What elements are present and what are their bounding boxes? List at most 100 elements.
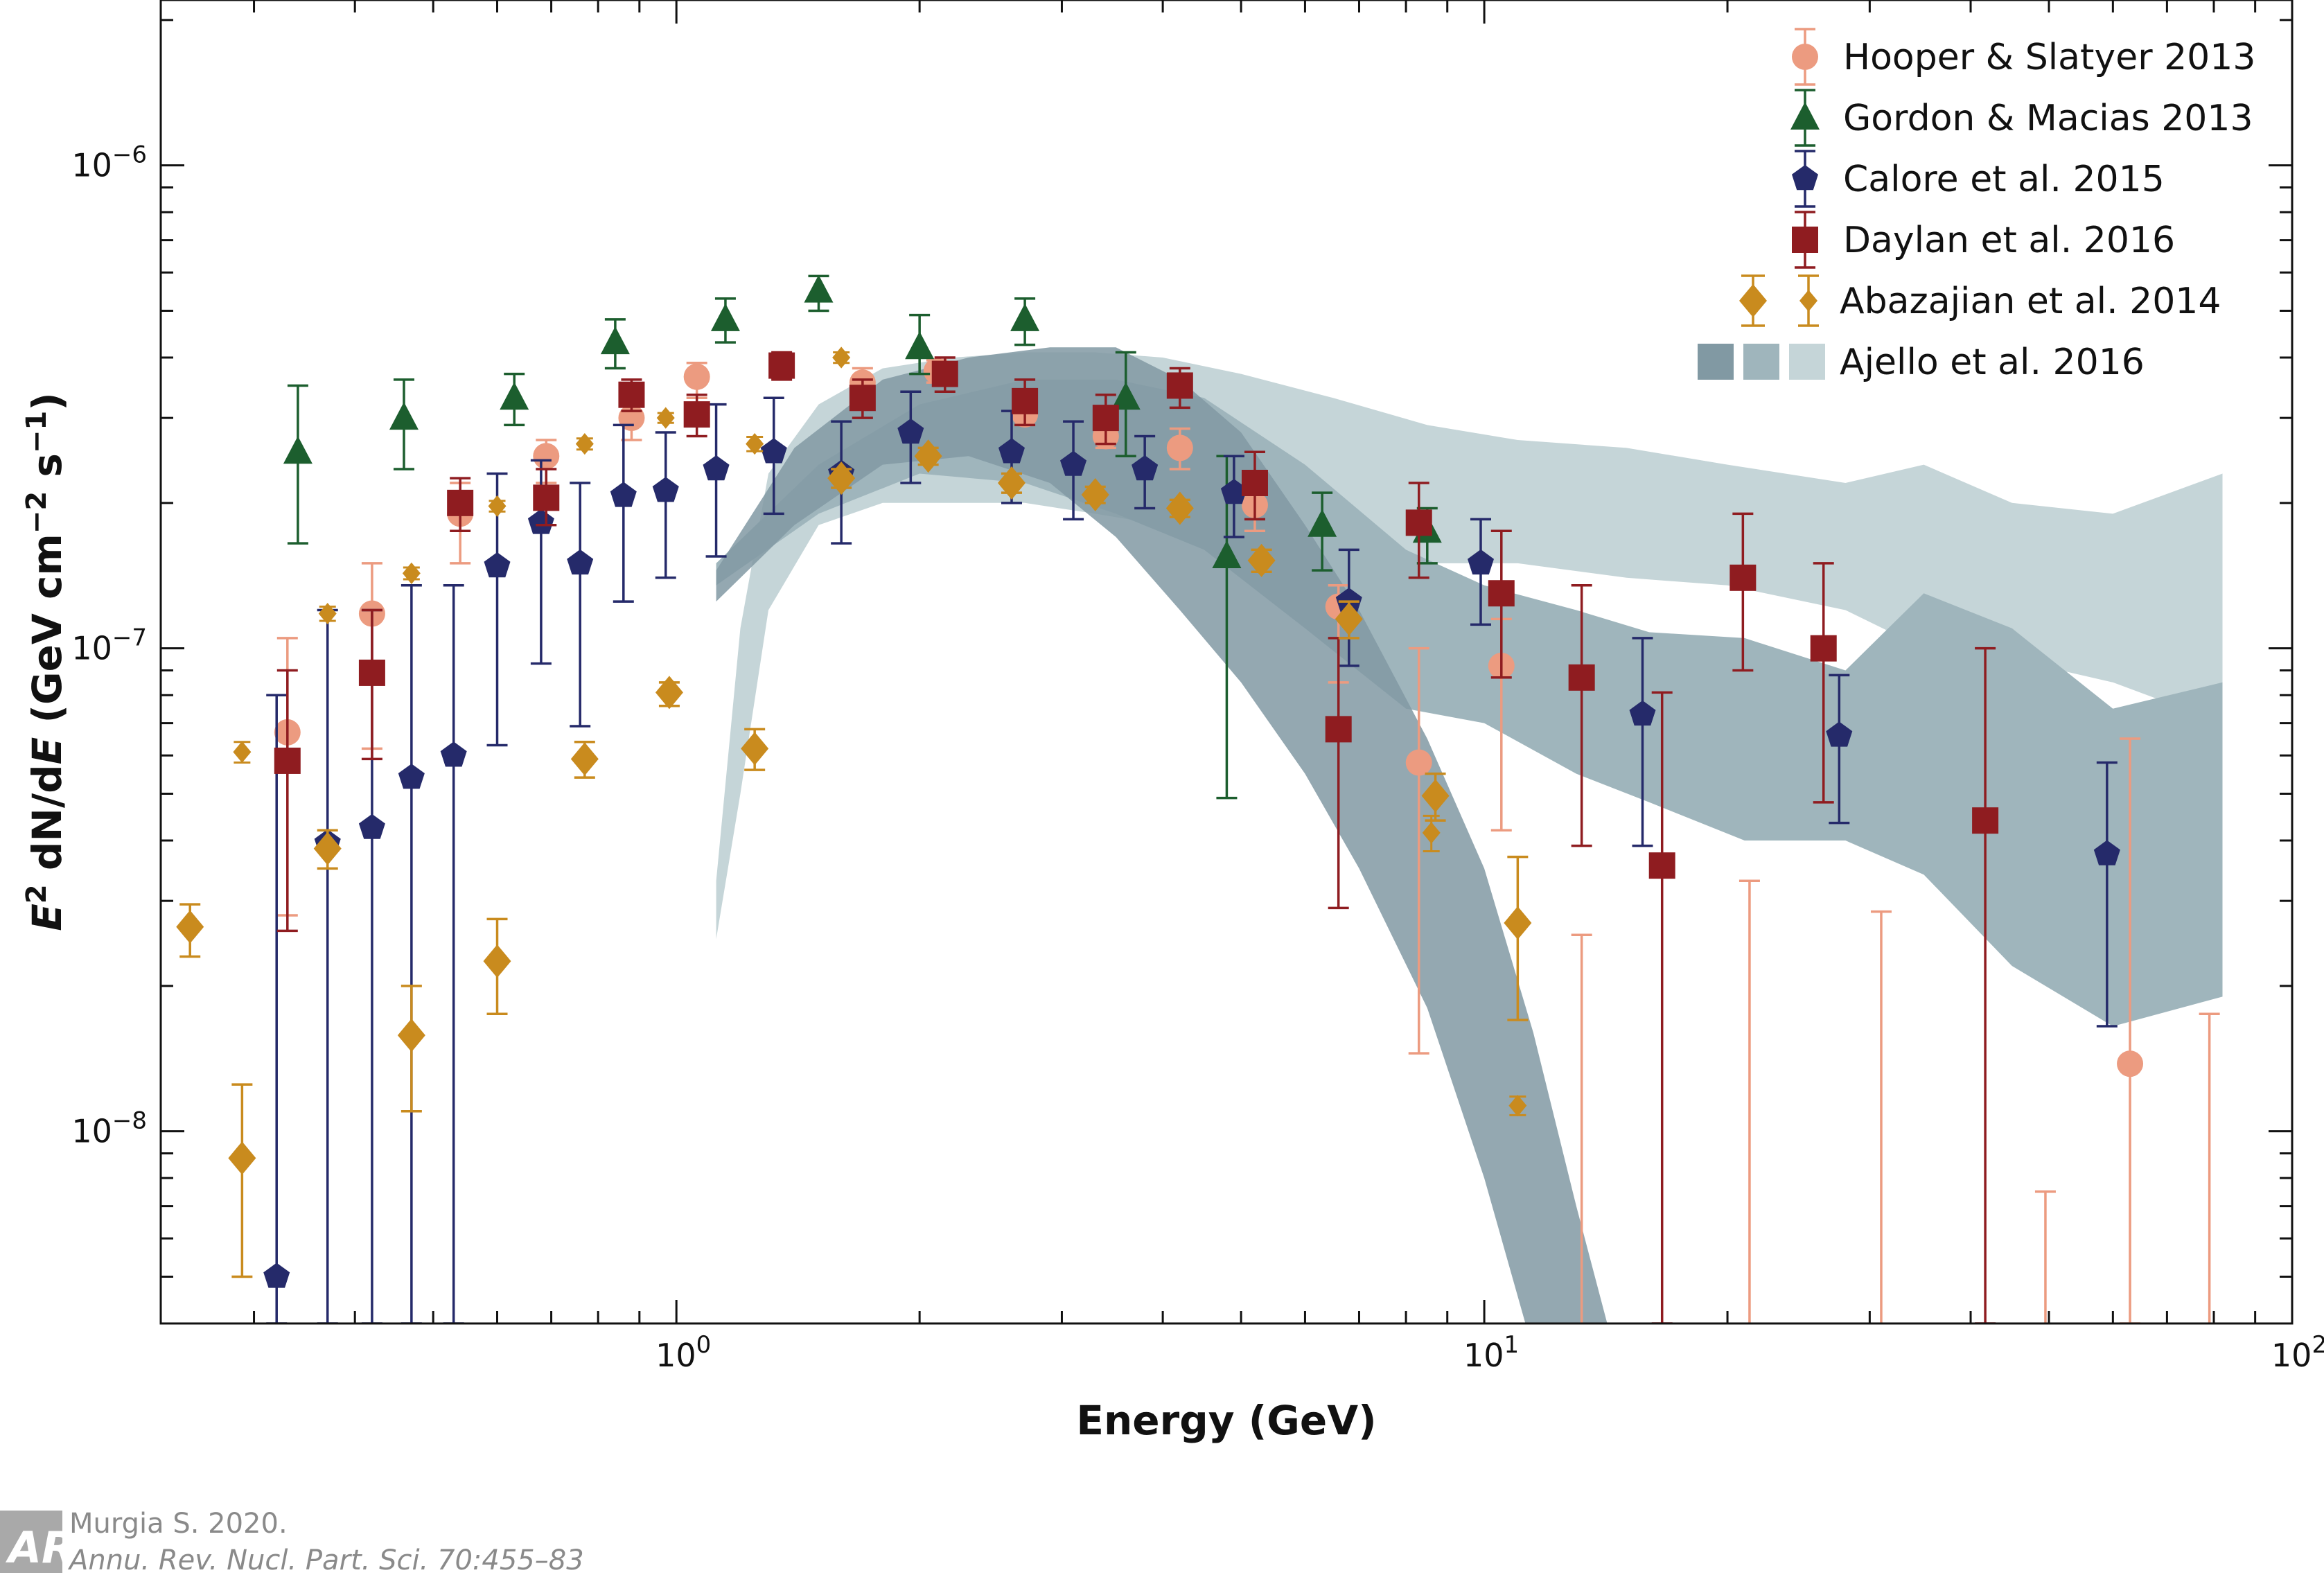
series-gordon-macias-2013 xyxy=(283,274,1442,800)
data-point xyxy=(1308,509,1337,537)
data-point xyxy=(1729,564,1757,591)
legend: Hooper & Slatyer 2013 Gordon & Macias 201… xyxy=(1698,28,2255,383)
data-point xyxy=(1508,1095,1527,1117)
data-point xyxy=(683,401,710,428)
data-point xyxy=(849,385,876,412)
data-point xyxy=(741,732,769,766)
legend-label: Abazajian et al. 2014 xyxy=(1840,281,2221,322)
data-point xyxy=(274,747,301,774)
data-point xyxy=(228,1141,256,1175)
data-point xyxy=(710,303,740,331)
legend-band-swatch xyxy=(1743,344,1779,380)
x-tick-label: 101 xyxy=(1463,1331,1519,1374)
y-tick-label: 10−7 xyxy=(71,624,147,667)
data-point xyxy=(760,438,787,464)
data-point xyxy=(1810,635,1837,662)
data-point xyxy=(998,438,1025,464)
legend-item-abazajian-et-al-2014: Abazajian et al. 2014 xyxy=(1739,274,2221,327)
data-point xyxy=(500,382,529,410)
data-point xyxy=(832,346,851,369)
data-point xyxy=(1212,540,1242,568)
data-point xyxy=(652,477,679,502)
data-point xyxy=(931,360,958,387)
data-point xyxy=(1504,906,1532,940)
data-point xyxy=(683,363,710,390)
data-point xyxy=(1826,721,1853,747)
legend-marker xyxy=(1739,284,1767,317)
data-point xyxy=(1405,509,1432,536)
data-point xyxy=(313,831,342,865)
data-point xyxy=(283,436,312,464)
legend-marker xyxy=(1790,102,1820,130)
legend-label: Gordon & Macias 2013 xyxy=(1843,98,2253,139)
data-point xyxy=(358,659,385,686)
ajello-band-2 xyxy=(716,379,2223,1027)
data-point xyxy=(827,461,856,495)
data-series xyxy=(176,274,2220,1323)
data-point xyxy=(914,439,942,473)
data-point xyxy=(1421,779,1450,813)
data-point xyxy=(1165,491,1194,525)
data-point xyxy=(703,455,730,481)
data-point xyxy=(527,509,554,534)
plot-frame xyxy=(159,0,2294,1325)
legend-marker xyxy=(1792,227,1818,253)
data-point xyxy=(2093,840,2120,865)
data-point xyxy=(575,433,594,455)
data-point xyxy=(1111,382,1141,410)
legend-item-calore-et-al-2015: Calore et al. 2015 xyxy=(1792,150,2165,208)
data-point xyxy=(1568,664,1595,691)
data-point xyxy=(1132,455,1159,481)
data-point xyxy=(897,419,924,444)
legend-label: Ajello et al. 2016 xyxy=(1840,342,2145,383)
data-point xyxy=(1405,749,1432,776)
data-point xyxy=(746,433,764,455)
legend-band-swatch xyxy=(1698,344,1734,380)
data-point xyxy=(1325,716,1352,743)
legend-marker xyxy=(1792,165,1818,191)
data-point xyxy=(447,489,474,516)
ar-logo-text: AR xyxy=(5,1522,75,1573)
ajello-bands xyxy=(716,347,2223,1323)
legend-item-daylan-et-al-2016: Daylan et al. 2016 xyxy=(1792,211,2175,269)
data-point xyxy=(397,1019,425,1053)
axis-tick-labels: 100 101 102 10−8 10−7 10−6 xyxy=(71,141,2324,1374)
y-tick-label: 10−8 xyxy=(71,1107,147,1150)
data-point xyxy=(1629,700,1656,726)
legend-label: Daylan et al. 2016 xyxy=(1843,220,2175,261)
x-tick-label: 102 xyxy=(2271,1331,2324,1374)
data-point xyxy=(1468,549,1494,575)
series-abazajian-et-al-2014 xyxy=(176,346,1532,1278)
data-point xyxy=(997,466,1025,500)
y-tick-label: 10−6 xyxy=(71,141,147,184)
data-point xyxy=(402,562,421,584)
data-point xyxy=(1220,479,1247,504)
data-point xyxy=(1648,852,1675,879)
data-point xyxy=(1012,387,1039,414)
data-point xyxy=(483,944,511,978)
legend-label: Calore et al. 2015 xyxy=(1843,159,2165,200)
data-point xyxy=(488,495,507,518)
credit-line-1: Murgia S. 2020. xyxy=(69,1508,288,1540)
data-point xyxy=(567,549,594,575)
credit-line-2: Annu. Rev. Nucl. Part. Sci. 70:455–83 xyxy=(67,1545,584,1576)
data-point xyxy=(1166,434,1193,461)
legend-label: Hooper & Slatyer 2013 xyxy=(1843,37,2255,78)
x-tick-label: 100 xyxy=(655,1331,711,1374)
data-point xyxy=(1972,807,1999,834)
ar-logo xyxy=(0,1511,62,1573)
credit: AR Murgia S. 2020. Annu. Rev. Nucl. Part… xyxy=(0,1508,584,1576)
y-axis-title: E2 dN/dE (GeV cm−2 s−1) xyxy=(21,392,71,931)
legend-item-gordon-macias-2013: Gordon & Macias 2013 xyxy=(1790,89,2253,147)
data-point xyxy=(1335,602,1363,636)
legend-item-ajello-et-al-2016: Ajello et al. 2016 xyxy=(1698,342,2145,383)
data-point xyxy=(618,381,645,408)
data-point xyxy=(484,552,511,578)
data-point xyxy=(233,741,252,763)
data-point xyxy=(263,1262,290,1288)
data-point xyxy=(1488,580,1515,607)
data-point xyxy=(1060,450,1087,476)
axis-ticks xyxy=(161,0,2294,1325)
data-point xyxy=(389,402,419,430)
